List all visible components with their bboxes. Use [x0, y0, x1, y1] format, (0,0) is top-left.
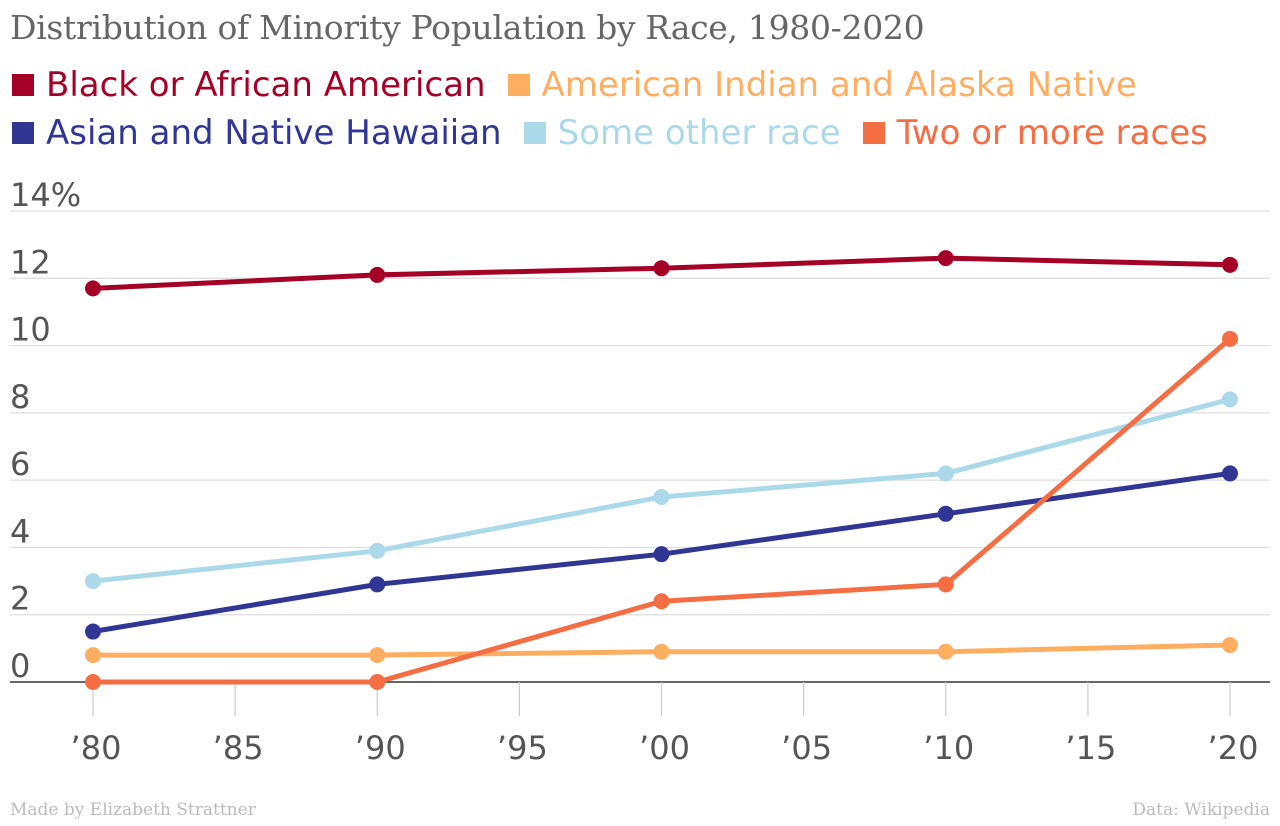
y-axis-ticks: 0 2 4 6 8 10 12 14%	[10, 176, 81, 685]
y-tick-label: 8	[10, 378, 30, 416]
data-point	[85, 674, 101, 690]
data-point	[1222, 391, 1238, 408]
series-points	[85, 250, 1238, 690]
y-tick-label: 10	[10, 311, 51, 349]
data-point	[369, 576, 386, 593]
legend-swatch	[12, 122, 34, 144]
data-point	[937, 465, 954, 482]
data-point	[85, 623, 101, 640]
data-point	[653, 260, 670, 277]
source-text: Data: Wikipedia	[1132, 800, 1270, 820]
data-point	[369, 266, 386, 283]
y-tick-label: 0	[10, 647, 30, 685]
line-chart: 0 2 4 6 8 10 12 14% ’80 ’85 ’90 ’95 ’00 ’05 ’10 ’15 ’20	[10, 176, 1270, 767]
data-point	[85, 280, 101, 297]
chart-title: Distribution of Minority Population by R…	[10, 8, 925, 47]
x-tick-label: ’90	[355, 729, 406, 767]
y-tick-label: 4	[10, 512, 30, 550]
series-lines	[90, 255, 1233, 685]
legend-label: Asian and Native Hawaiian	[46, 113, 502, 153]
legend-label: Two or more races	[896, 113, 1208, 153]
data-point	[937, 576, 954, 593]
x-tick-label: ’05	[781, 729, 832, 767]
data-point	[85, 647, 101, 664]
data-point	[653, 488, 670, 505]
data-point	[1222, 636, 1238, 653]
legend-label: Black or African American	[46, 65, 486, 105]
legend-item: American Indian and Alaska Native	[507, 64, 1137, 106]
data-point	[85, 573, 101, 590]
data-point	[937, 505, 954, 522]
legend-label: American Indian and Alaska Native	[541, 65, 1137, 105]
data-point	[937, 250, 954, 267]
data-point	[937, 643, 954, 660]
data-point	[369, 674, 386, 690]
x-tick-label: ’10	[923, 729, 974, 767]
y-tick-label: 12	[10, 243, 51, 281]
y-tick-label: 14%	[10, 176, 81, 214]
legend-item: Black or African American	[12, 64, 486, 106]
y-tick-label: 2	[10, 580, 30, 618]
x-tick-label: ’00	[639, 729, 690, 767]
data-point	[369, 647, 386, 664]
legend-swatch	[12, 74, 34, 96]
x-tick-label: ’85	[213, 729, 264, 767]
y-tick-label: 6	[10, 445, 30, 483]
x-axis-ticks: ’80 ’85 ’90 ’95 ’00 ’05 ’10 ’15 ’20	[71, 682, 1259, 767]
series-line	[90, 336, 1233, 685]
data-point	[653, 593, 670, 610]
data-point	[369, 542, 386, 559]
data-point	[1222, 256, 1238, 273]
x-tick-label: ’20	[1208, 729, 1259, 767]
legend-item: Some other race	[523, 112, 841, 154]
legend-swatch	[523, 122, 546, 144]
credit-text: Made by Elizabeth Strattner	[10, 800, 256, 820]
x-tick-label: ’80	[71, 729, 122, 767]
legend-swatch	[507, 74, 530, 96]
legend-item: Two or more races	[862, 112, 1208, 154]
x-tick-label: ’95	[497, 729, 548, 767]
legend-label: Some other race	[557, 113, 841, 153]
legend-swatch	[862, 122, 885, 144]
chart-legend: Black or African American American Indian…	[12, 64, 1252, 154]
data-point	[1222, 465, 1238, 482]
data-point	[653, 546, 670, 563]
legend-item: Asian and Native Hawaiian	[12, 112, 502, 154]
data-point	[653, 643, 670, 660]
x-tick-label: ’15	[1065, 729, 1116, 767]
data-point	[1222, 330, 1238, 347]
